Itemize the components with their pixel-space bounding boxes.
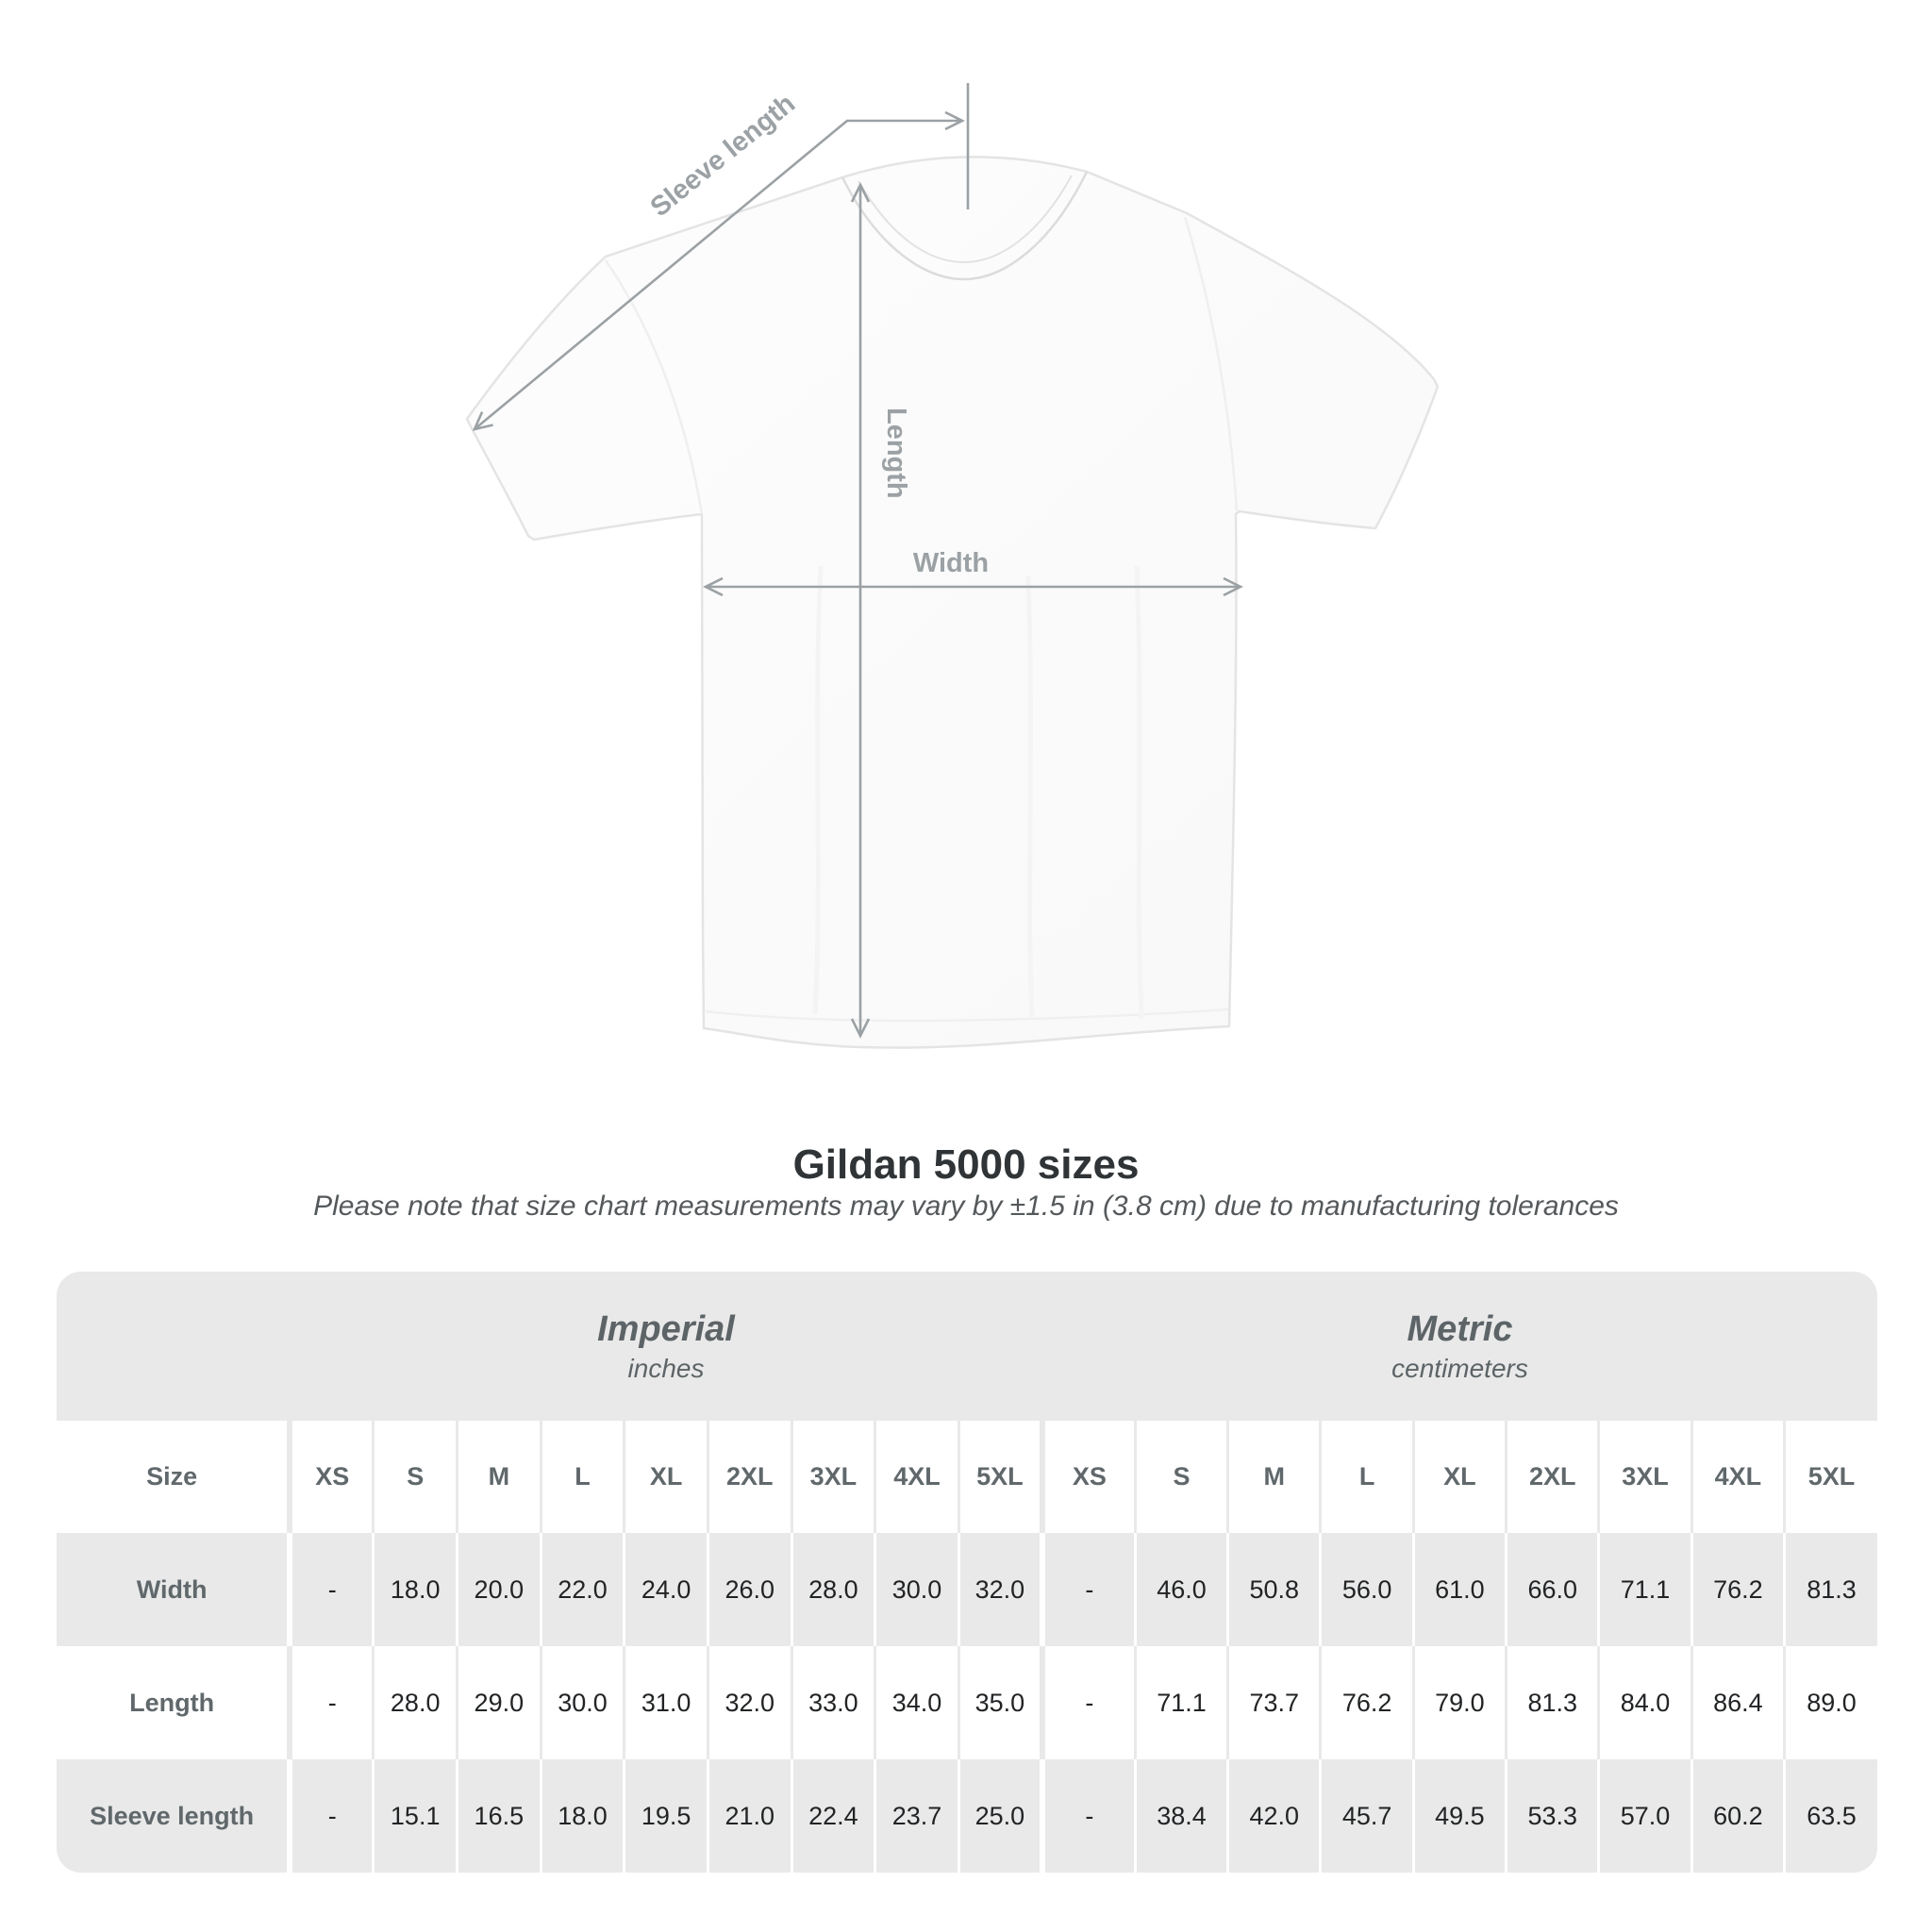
imperial-value-cell: 32.0 [706, 1646, 792, 1759]
metric-unit-label: centimeters [1391, 1354, 1528, 1383]
metric-value-cell: 56.0 [1319, 1533, 1414, 1646]
metric-value-cell: 60.2 [1690, 1759, 1785, 1873]
size-header-metric: XS [1039, 1421, 1136, 1533]
size-header-imperial: XS [287, 1421, 374, 1533]
metric-value-cell: 73.7 [1226, 1646, 1321, 1759]
measurement-row-label: Sleeve length [57, 1759, 291, 1873]
metric-value-cell: 79.0 [1411, 1646, 1507, 1759]
size-header-metric: 4XL [1690, 1421, 1785, 1533]
size-header-metric: 2XL [1505, 1421, 1599, 1533]
imperial-value-cell: - [287, 1646, 374, 1759]
imperial-value-cell: 30.0 [874, 1533, 959, 1646]
metric-value-cell: 57.0 [1597, 1759, 1692, 1873]
imperial-value-cell: 18.0 [372, 1533, 458, 1646]
tshirt-measurement-diagram: Sleeve length Length Width [465, 83, 1440, 1049]
imperial-value-cell: 24.0 [623, 1533, 708, 1646]
metric-value-cell: 71.1 [1597, 1533, 1692, 1646]
metric-value-cell: 38.4 [1133, 1759, 1228, 1873]
size-header-imperial: M [456, 1421, 541, 1533]
metric-value-cell: 50.8 [1226, 1533, 1321, 1646]
measurement-row-label: Length [57, 1646, 291, 1759]
imperial-value-cell: 28.0 [790, 1533, 875, 1646]
metric-value-cell: - [1039, 1646, 1136, 1759]
imperial-value-cell: 22.0 [539, 1533, 625, 1646]
imperial-label: Imperial [597, 1309, 735, 1349]
size-header-metric: S [1133, 1421, 1228, 1533]
width-label: Width [913, 548, 989, 578]
imperial-value-cell: 32.0 [957, 1533, 1042, 1646]
imperial-value-cell: 16.5 [456, 1759, 541, 1873]
imperial-value-cell: - [287, 1533, 374, 1646]
size-header-imperial: L [539, 1421, 625, 1533]
imperial-value-cell: 35.0 [957, 1646, 1042, 1759]
metric-value-cell: 49.5 [1411, 1759, 1507, 1873]
measurement-row: Width -18.0 20.0 22.0 24.0 26.0 28.0 30.0 32.0-4… [57, 1533, 1877, 1646]
imperial-value-cell: - [287, 1759, 374, 1873]
metric-value-cell: - [1039, 1533, 1136, 1646]
metric-value-cell: - [1039, 1759, 1136, 1873]
metric-value-cell: 71.1 [1133, 1646, 1228, 1759]
size-table-body: Size XS S M L XL 2XL 3XL 4XL 5XL XS S M L XL 2XL 3XL 4XL 5… [57, 1421, 1877, 1873]
metric-value-cell: 81.3 [1783, 1533, 1877, 1646]
metric-value-cell: 53.3 [1505, 1759, 1599, 1873]
page-title: Gildan 5000 sizes [792, 1141, 1140, 1188]
size-header-imperial: 2XL [706, 1421, 792, 1533]
size-table: Size XS S M L XL 2XL 3XL 4XL 5XL XS S M L XL 2XL 3XL 4XL 5… [57, 1421, 1877, 1873]
metric-value-cell: 76.2 [1690, 1533, 1785, 1646]
size-header-imperial: 5XL [957, 1421, 1042, 1533]
imperial-value-cell: 23.7 [874, 1759, 959, 1873]
imperial-value-cell: 33.0 [790, 1646, 875, 1759]
metric-label: Metric [1407, 1309, 1513, 1349]
sleeve-length-measure-line [472, 110, 965, 431]
size-header-imperial: 4XL [874, 1421, 959, 1533]
tshirt-illustration [465, 156, 1440, 1049]
length-label: Length [881, 408, 911, 499]
imperial-unit-label: inches [627, 1354, 705, 1383]
imperial-value-cell: 18.0 [539, 1759, 625, 1873]
metric-value-cell: 86.4 [1690, 1646, 1785, 1759]
tolerance-note: Please note that size chart measurements… [313, 1191, 1619, 1222]
size-header-imperial: 3XL [790, 1421, 875, 1533]
metric-value-cell: 61.0 [1411, 1533, 1507, 1646]
imperial-value-cell: 19.5 [623, 1759, 708, 1873]
imperial-value-cell: 30.0 [539, 1646, 625, 1759]
size-header-metric: L [1319, 1421, 1414, 1533]
metric-group-header: Metric centimeters [1042, 1272, 1877, 1421]
imperial-group-header: Imperial inches [290, 1272, 1042, 1421]
measurement-row-label: Width [57, 1533, 291, 1646]
size-header-metric: 5XL [1783, 1421, 1877, 1533]
unit-band: Imperial inches Metric centimeters [57, 1272, 1877, 1421]
metric-value-cell: 63.5 [1783, 1759, 1877, 1873]
unit-band-spacer [57, 1272, 290, 1421]
size-column-header: Size [57, 1421, 291, 1533]
size-header-metric: 3XL [1597, 1421, 1692, 1533]
metric-value-cell: 81.3 [1505, 1646, 1599, 1759]
metric-value-cell: 45.7 [1319, 1759, 1414, 1873]
size-header-imperial: S [372, 1421, 458, 1533]
size-header-metric: M [1226, 1421, 1321, 1533]
imperial-value-cell: 21.0 [706, 1759, 792, 1873]
imperial-value-cell: 22.4 [790, 1759, 875, 1873]
metric-value-cell: 42.0 [1226, 1759, 1321, 1873]
metric-value-cell: 46.0 [1133, 1533, 1228, 1646]
measurement-row: Sleeve length -15.1 16.5 18.0 19.5 21.0 22.4 23… [57, 1759, 1877, 1873]
metric-value-cell: 66.0 [1505, 1533, 1599, 1646]
measurement-row: Length -28.0 29.0 30.0 31.0 32.0 33.0 34.0 35.0-… [57, 1646, 1877, 1759]
imperial-value-cell: 26.0 [706, 1533, 792, 1646]
size-header-imperial: XL [623, 1421, 708, 1533]
size-header-row: Size XS S M L XL 2XL 3XL 4XL 5XL XS S M L XL 2XL 3XL 4XL 5… [57, 1421, 1877, 1533]
imperial-value-cell: 29.0 [456, 1646, 541, 1759]
imperial-value-cell: 25.0 [957, 1759, 1042, 1873]
imperial-value-cell: 20.0 [456, 1533, 541, 1646]
imperial-value-cell: 15.1 [372, 1759, 458, 1873]
imperial-value-cell: 28.0 [372, 1646, 458, 1759]
metric-value-cell: 89.0 [1783, 1646, 1877, 1759]
size-table-card: Imperial inches Metric centimeters Size X… [57, 1272, 1877, 1873]
metric-value-cell: 84.0 [1597, 1646, 1692, 1759]
imperial-value-cell: 34.0 [874, 1646, 959, 1759]
imperial-value-cell: 31.0 [623, 1646, 708, 1759]
metric-value-cell: 76.2 [1319, 1646, 1414, 1759]
size-header-metric: XL [1411, 1421, 1507, 1533]
